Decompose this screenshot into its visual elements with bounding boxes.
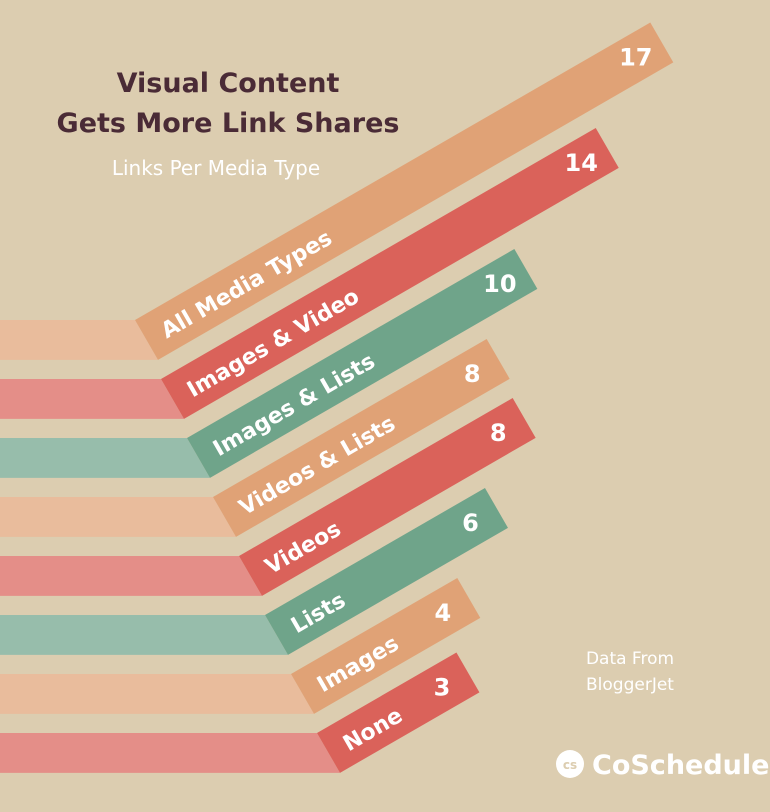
- chart-title-line-2: Gets More Link Shares: [57, 108, 400, 139]
- bar: [213, 339, 510, 537]
- bar-connector: [0, 556, 262, 596]
- coschedule-logo-icon: [556, 750, 584, 778]
- value-label: 4: [434, 599, 451, 627]
- brand-name: CoSchedule: [592, 750, 769, 781]
- bar-connector: [0, 320, 158, 360]
- value-label: 10: [483, 270, 516, 298]
- value-label: 6: [462, 509, 479, 537]
- bar: [187, 249, 538, 478]
- data-source-line-2: BloggerJet: [586, 675, 674, 695]
- bar-connector: [0, 615, 288, 655]
- bar-connector: [0, 438, 210, 478]
- bar: [161, 128, 619, 419]
- bar-connector: [0, 674, 314, 714]
- chart-title-line-1: Visual Content: [117, 68, 340, 99]
- bar: [135, 22, 674, 360]
- coschedule-brand: cs CoSchedule: [556, 750, 769, 781]
- data-source-line-1: Data From: [586, 649, 674, 669]
- bar-connector: [0, 379, 184, 419]
- chart-subtitle: Links Per Media Type: [112, 156, 320, 180]
- coschedule-logo-glyph: cs: [563, 758, 577, 772]
- bar: [291, 578, 481, 714]
- value-label: 3: [434, 673, 451, 701]
- value-label: 14: [565, 149, 598, 177]
- bar: [265, 488, 508, 655]
- bar: [317, 652, 480, 773]
- value-label: 8: [464, 360, 481, 388]
- bar-connector: [0, 733, 340, 773]
- value-label: 8: [490, 419, 507, 447]
- bar: [239, 398, 536, 596]
- bar-connector: [0, 497, 236, 537]
- value-label: 17: [619, 43, 652, 71]
